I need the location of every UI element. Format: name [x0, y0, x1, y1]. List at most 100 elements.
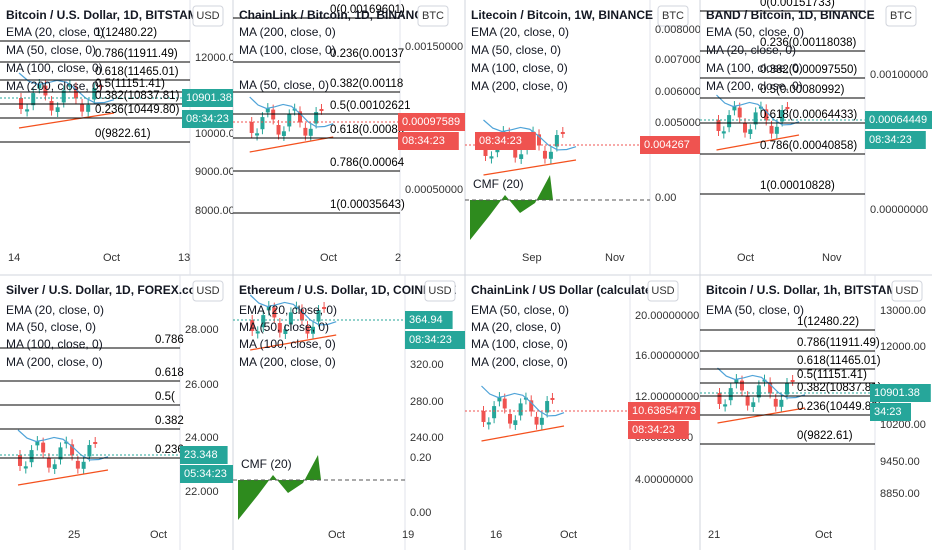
unit-box — [885, 5, 917, 27]
price-badge — [870, 403, 911, 421]
ma-line — [249, 294, 337, 326]
indicator-label: EMA (20, close, 0) — [239, 303, 337, 317]
price-badge — [182, 89, 233, 107]
badge-label: 0.004267 — [644, 139, 690, 151]
axis-label: 0.006000 — [655, 86, 701, 98]
candle — [81, 461, 86, 469]
price-badge — [475, 132, 536, 150]
chart-title: Silver / U.S. Dollar, 1D, FOREX.com — [6, 283, 207, 297]
fib-label: 0.786 — [155, 334, 184, 346]
candle — [508, 414, 513, 424]
price-badge — [870, 384, 931, 402]
candle — [87, 445, 92, 457]
time-label: 21 — [708, 529, 720, 541]
candle — [287, 114, 292, 127]
badge-label: 08:34:23 — [409, 334, 452, 346]
unit-label: USD — [651, 285, 674, 297]
fib-label: 0.786(0.00064 — [330, 157, 405, 169]
fib-label: 1(0.00035643) — [330, 199, 405, 211]
time-label: Sep — [522, 252, 542, 264]
candle — [486, 422, 491, 425]
candle — [751, 402, 756, 407]
axis-label: 12000.00 — [880, 341, 926, 353]
indicator-label: MA (50, close, 0) — [6, 320, 96, 334]
time-label: Oct — [737, 252, 754, 264]
fib-label: 0.5(11151.41) — [797, 369, 867, 381]
cmf-area — [470, 175, 553, 240]
candle — [93, 441, 98, 444]
candle — [518, 403, 523, 416]
candle — [743, 123, 748, 133]
candle — [58, 447, 63, 460]
candle — [19, 98, 23, 109]
axis-label: 8850.00 — [880, 488, 920, 500]
axis-label: 0.00 — [410, 507, 431, 519]
axis-label: 20.00000000 — [635, 310, 699, 322]
candle — [311, 326, 316, 334]
indicator-label: EMA (50, close, 0) — [706, 25, 804, 39]
candle — [319, 108, 324, 111]
time-label: Oct — [320, 252, 337, 264]
fib-label: 0.5(0.00080992) — [760, 84, 845, 96]
candle — [271, 109, 276, 120]
candle — [64, 441, 69, 444]
chart-panel: 1(12480.22) 0.786(11911.49) 0.618(11465.01… — [700, 275, 931, 550]
candle — [716, 120, 721, 131]
unit-label: BTC — [662, 10, 684, 22]
candle — [266, 306, 271, 311]
candle — [779, 399, 784, 407]
fib-label: 0.786(0.00040858) — [760, 140, 857, 152]
badge-label: 08:34:23 — [402, 135, 445, 147]
axis-label: 0.007000 — [655, 54, 701, 66]
fib-label: 0(9822.61) — [95, 128, 151, 140]
ma-line — [483, 119, 577, 151]
badge-label: 05:34:23 — [184, 468, 227, 480]
ma-line — [18, 72, 115, 104]
fib-label: 0.382(10837.81) — [95, 90, 180, 102]
unit-box — [417, 5, 449, 27]
badge-label: 10901.38 — [186, 92, 232, 104]
candle — [303, 127, 308, 136]
candle — [492, 406, 497, 419]
time-label: 14 — [8, 252, 20, 264]
candle — [745, 396, 750, 406]
price-badge — [398, 132, 459, 150]
price-badge — [405, 331, 465, 349]
axis-label: 26.000 — [185, 379, 219, 391]
time-label: 19 — [402, 529, 414, 541]
candle — [513, 148, 518, 158]
time-label: Nov — [822, 252, 842, 264]
unit-box — [891, 280, 923, 302]
candle — [272, 307, 277, 318]
unit-label: USD — [428, 285, 451, 297]
price-badge — [398, 113, 465, 131]
candle — [548, 151, 553, 159]
price-badge — [628, 421, 689, 439]
indicator-label: EMA (50, close, 0) — [471, 303, 569, 317]
axis-label: 9450.00 — [880, 456, 920, 468]
indicator-label: MA (200, close, 0) — [239, 355, 336, 369]
candle — [560, 131, 565, 134]
candle — [773, 398, 778, 407]
axis-label: 12.00000000 — [635, 391, 699, 403]
candle — [305, 325, 310, 334]
ma-line — [17, 429, 109, 461]
fib-label: 0.5(0.00102621 — [330, 100, 411, 112]
candle — [734, 379, 739, 384]
indicator-label: MA (20, close, 0) — [471, 320, 561, 334]
unit-box — [647, 280, 679, 302]
candle — [534, 416, 539, 425]
indicator-label: MA (100, close, 0) — [471, 337, 568, 351]
unit-box — [192, 5, 224, 27]
axis-label: 0.00050000 — [405, 184, 463, 196]
ma-line — [18, 112, 115, 129]
candle — [502, 398, 507, 409]
fib-label: 0.786(11911.49) — [95, 48, 178, 60]
axis-label: 0.20 — [410, 452, 431, 464]
fib-label: 0.5(11151.41) — [95, 78, 165, 90]
fib-label: 0.786(11911.49) — [797, 337, 880, 349]
axis-label: 320.00 — [410, 359, 444, 371]
indicator-label: MA (100, close, 0) — [239, 337, 336, 351]
